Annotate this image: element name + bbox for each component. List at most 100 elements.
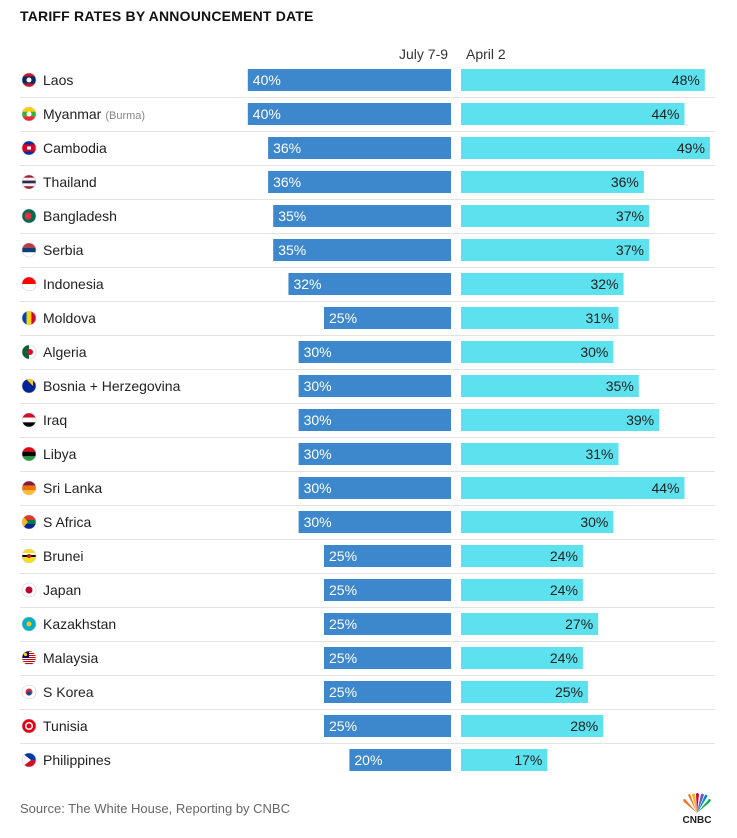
july-bar [298,375,451,397]
source-note: Source: The White House, Reporting by CN… [20,801,290,816]
april-value-label: 30% [580,514,608,530]
april-value-label: 28% [570,718,598,734]
july-value-label: 35% [278,242,306,258]
july-bar [324,307,451,329]
april-value-label: 17% [514,752,542,768]
july-bar [247,103,451,125]
july-bar [273,205,451,227]
moldova-flag-icon [21,310,37,326]
category-label: Indonesia [43,276,104,292]
japan-flag-icon [21,582,37,598]
july-value-label: 25% [329,718,357,734]
tunisia-flag-icon [21,718,37,734]
july-value-label: 35% [278,208,306,224]
category-label: Japan [43,582,81,598]
category-label: Bosnia + Herzegovina [43,378,181,394]
category-label: Moldova [43,310,96,326]
april-value-label: 37% [616,242,644,258]
philippines-flag-icon [21,752,37,768]
tariff-chart: Laos 40% 48% Myanmar (Burma) 40% 44% Cambodia 36… [20,69,715,771]
april-bar [461,69,705,91]
april-value-label: 48% [672,72,700,88]
july-value-label: 20% [354,752,382,768]
category-label: Libya [43,446,77,462]
april-value-label: 24% [550,650,578,666]
july-bar [298,341,451,363]
july-value-label: 25% [329,650,357,666]
april-bar [461,545,583,567]
april-value-label: 35% [606,378,634,394]
april-value-label: 24% [550,582,578,598]
july-value-label: 25% [329,548,357,564]
july-value-label: 25% [329,582,357,598]
april-bar [461,647,583,669]
category-note: (Burma) [105,110,145,122]
july-bar [288,273,451,295]
category-label: Brunei [43,548,83,564]
south-africa-flag-icon [21,514,37,530]
april-value-label: 37% [616,208,644,224]
april-bar [461,715,604,737]
july-bar [324,715,451,737]
iraq-flag-icon [21,412,37,428]
bangladesh-flag-icon [21,208,37,224]
april-value-label: 49% [677,140,705,156]
april-bar [461,103,685,125]
april-bar [461,171,644,193]
april-value-label: 44% [651,106,679,122]
july-value-label: 36% [273,140,301,156]
south-korea-flag-icon [21,684,37,700]
july-column-header: July 7-9 [399,46,449,62]
april-value-label: 44% [651,480,679,496]
april-bar [461,307,619,329]
category-label: Philippines [43,752,111,768]
july-bar [247,69,451,91]
chart-title: TARIFF RATES BY ANNOUNCEMENT DATE [20,8,314,24]
bosnia-flag-icon [21,378,37,394]
peacock-icon [683,793,711,813]
july-value-label: 25% [329,310,357,326]
april-bar [461,375,639,397]
april-bar [461,409,660,431]
category-label: Bangladesh [43,208,117,224]
laos-flag-icon [21,72,37,88]
category-label: S Africa [43,514,91,530]
july-bar [324,613,451,635]
july-bar [324,681,451,703]
april-value-label: 27% [565,616,593,632]
april-bar [461,749,548,771]
cnbc-logo-text: CNBC [682,815,712,826]
april-value-label: 30% [580,344,608,360]
july-value-label: 25% [329,684,357,700]
july-value-label: 30% [304,344,332,360]
category-label: Kazakhstan [43,616,116,632]
july-bar [268,171,451,193]
april-bar [461,443,619,465]
indonesia-flag-icon [21,276,37,292]
april-bar [461,239,649,261]
april-value-label: 25% [555,684,583,700]
category-label: Sri Lanka [43,480,102,496]
malaysia-flag-icon [21,650,37,666]
july-bar [298,409,451,431]
kazakhstan-flag-icon [21,616,37,632]
cnbc-logo: CNBC [679,793,715,827]
april-value-label: 31% [585,310,613,326]
april-value-label: 36% [611,174,639,190]
july-bar [298,511,451,533]
july-value-label: 32% [293,276,321,292]
algeria-flag-icon [21,344,37,360]
july-bar [273,239,451,261]
category-label: Laos [43,72,73,88]
category-label: Serbia [43,242,84,258]
brunei-flag-icon [21,548,37,564]
july-value-label: 36% [273,174,301,190]
july-bar [298,443,451,465]
april-bar [461,613,599,635]
april-bar [461,273,624,295]
april-value-label: 32% [591,276,619,292]
libya-flag-icon [21,446,37,462]
category-label: Tunisia [43,718,88,734]
serbia-flag-icon [21,242,37,258]
july-value-label: 30% [304,480,332,496]
